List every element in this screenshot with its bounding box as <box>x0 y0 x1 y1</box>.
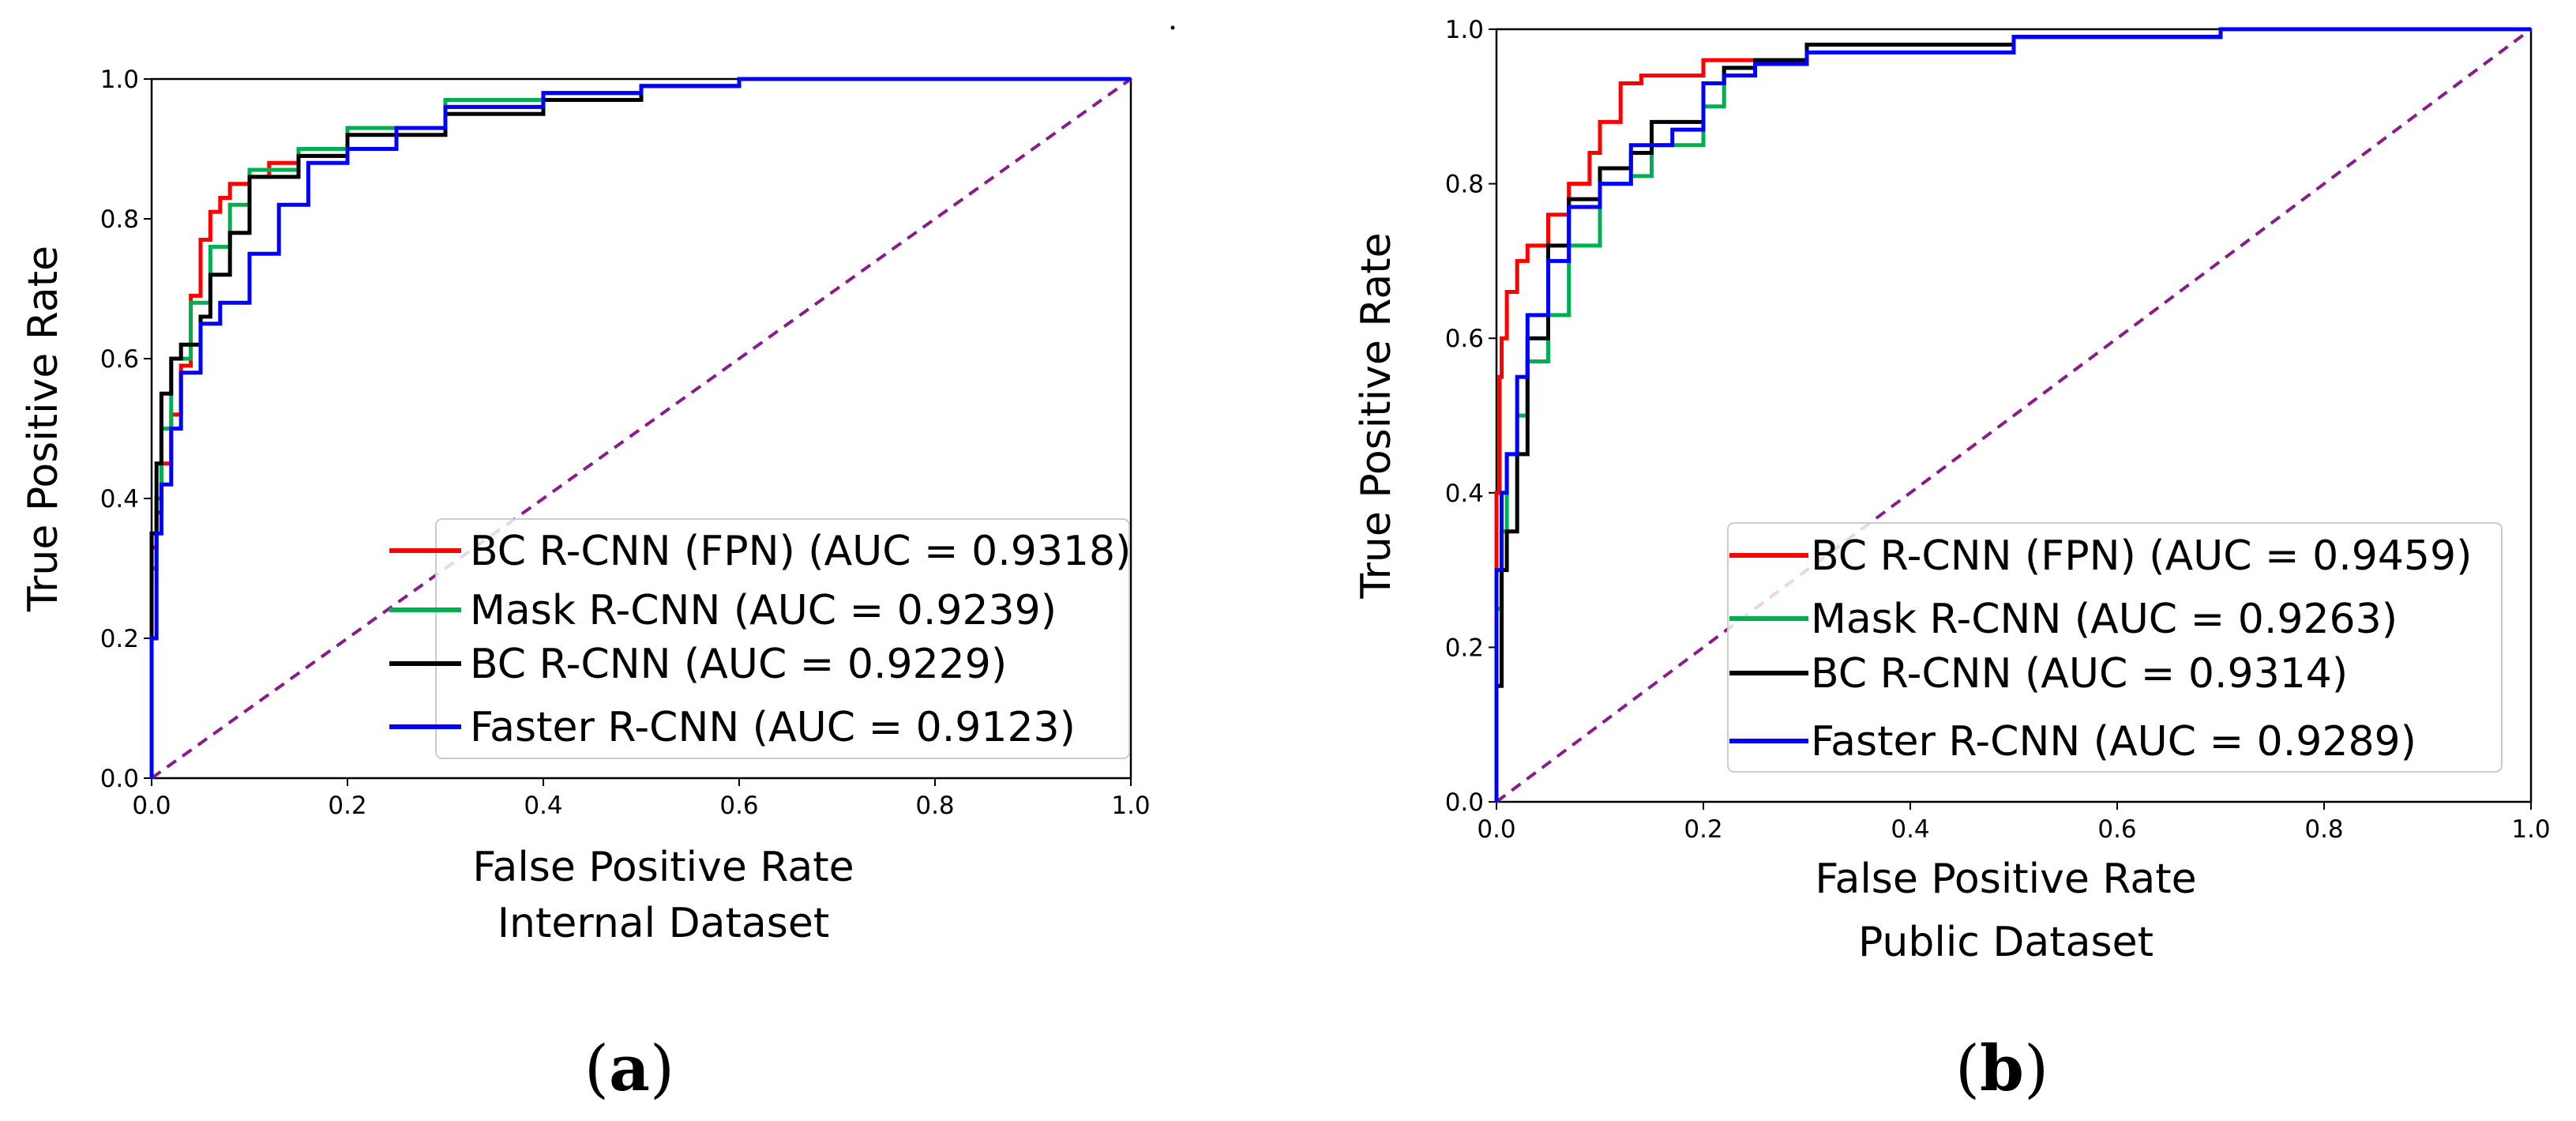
dataset-subtitle: Internal Dataset <box>498 900 830 947</box>
chance-diagonal-line <box>150 77 1132 780</box>
roc-series-line-2 <box>149 77 1131 778</box>
x-tick-label: 1.0 <box>1111 792 1150 820</box>
legend: BC R-CNN (FPN) (AUC = 0.9318) Mask R-CNN … <box>389 518 1131 759</box>
legend-label: Faster R-CNN (AUC = 0.9123) <box>470 704 1076 751</box>
legend-frame <box>1727 522 2503 773</box>
y-tick-label: 0.8 <box>1445 171 1484 199</box>
legend-label: BC R-CNN (FPN) (AUC = 0.9318) <box>470 528 1131 575</box>
legend-label: BC R-CNN (FPN) (AUC = 0.9459) <box>1811 532 2472 580</box>
y-axis-label: True Positive Rate <box>20 246 67 612</box>
x-tick-label: 0.0 <box>1477 815 1515 844</box>
x-axis-label: False Positive Rate <box>472 844 854 891</box>
roc-series-line-3 <box>1494 27 2531 802</box>
y-tick-label: 0.6 <box>100 345 139 374</box>
plot-frame <box>150 77 1132 780</box>
x-tick-label: 0.6 <box>719 792 758 820</box>
dataset-subtitle: Public Dataset <box>1858 919 2154 966</box>
y-tick-label: 0.0 <box>100 765 139 793</box>
x-tick-label: 0.8 <box>2304 815 2343 844</box>
legend-label: Faster R-CNN (AUC = 0.9289) <box>1811 718 2416 766</box>
caption-a-text: (a) <box>584 1031 674 1105</box>
y-axis-label: True Positive Rate <box>1353 232 1400 599</box>
x-tick-label: 0.2 <box>1684 815 1722 844</box>
chance-diagonal-line <box>1495 28 2533 803</box>
legend: BC R-CNN (FPN) (AUC = 0.9459) Mask R-CNN … <box>1727 522 2503 773</box>
stray-dot <box>1170 25 1175 30</box>
y-tick-label: 0.2 <box>1445 634 1484 662</box>
y-tick-label: 0.4 <box>1445 480 1484 508</box>
y-tick-label: 1.0 <box>1445 16 1484 44</box>
y-tick-label: 0.0 <box>1445 788 1484 817</box>
chart-public-dataset: 0.0 0.2 0.4 0.6 0.8 1.0 0.0 0.2 0.4 0.6 0.8 1.0 Fals… <box>1353 16 2551 966</box>
plot-frame <box>1495 28 2533 803</box>
y-tick-label: 0.6 <box>1445 325 1484 353</box>
legend-frame <box>435 518 1130 759</box>
caption-b: (b) <box>1955 1031 2048 1105</box>
x-tick-label: 0.4 <box>1891 815 1929 844</box>
x-tick-label: 0.8 <box>915 792 954 820</box>
legend-label: BC R-CNN (AUC = 0.9314) <box>1811 650 2348 698</box>
chart-internal-dataset: 0.0 0.2 0.4 0.6 0.8 1.0 0.0 0.2 0.4 0.6 0.8 1.0 Fals… <box>20 66 1151 947</box>
y-tick-label: 0.4 <box>100 485 139 513</box>
caption-b-text: (b) <box>1955 1031 2048 1105</box>
caption-a: (a) <box>584 1031 674 1105</box>
x-tick-label: 0.4 <box>524 792 562 820</box>
y-tick-label: 0.8 <box>100 205 139 234</box>
x-axis-label: False Positive Rate <box>1815 856 2196 903</box>
legend-label: Mask R-CNN (AUC = 0.9239) <box>470 587 1057 634</box>
x-tick-label: 0.2 <box>328 792 366 820</box>
x-tick-label: 0.6 <box>2097 815 2136 844</box>
legend-label: BC R-CNN (AUC = 0.9229) <box>470 641 1007 688</box>
y-tick-label: 0.2 <box>100 625 139 653</box>
roc-series-line-3 <box>149 77 1131 778</box>
legend-label: Mask R-CNN (AUC = 0.9263) <box>1811 596 2398 643</box>
x-tick-label: 0.0 <box>132 792 171 820</box>
x-tick-label: 1.0 <box>2511 815 2550 844</box>
y-tick-label: 1.0 <box>100 66 139 94</box>
